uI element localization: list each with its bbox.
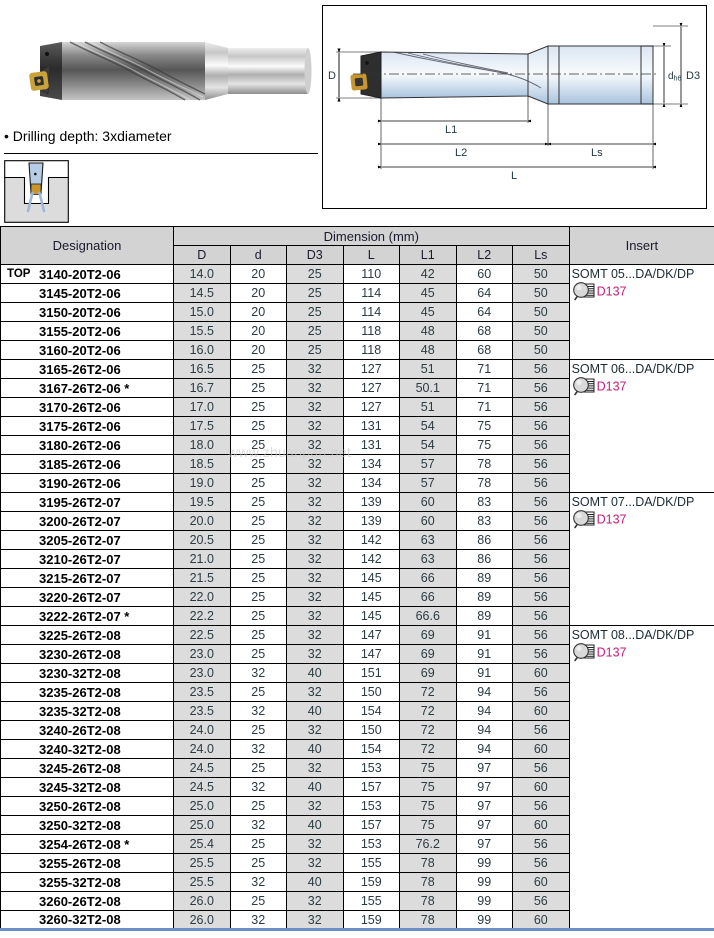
svg-text:L2: L2 xyxy=(455,147,467,159)
svg-text:Ls: Ls xyxy=(591,147,603,159)
svg-text:D: D xyxy=(328,70,336,82)
svg-text:L: L xyxy=(511,170,517,182)
svg-text:L1: L1 xyxy=(445,124,457,136)
svg-text:D3: D3 xyxy=(686,70,700,82)
svg-text:dh6: dh6 xyxy=(668,71,681,83)
